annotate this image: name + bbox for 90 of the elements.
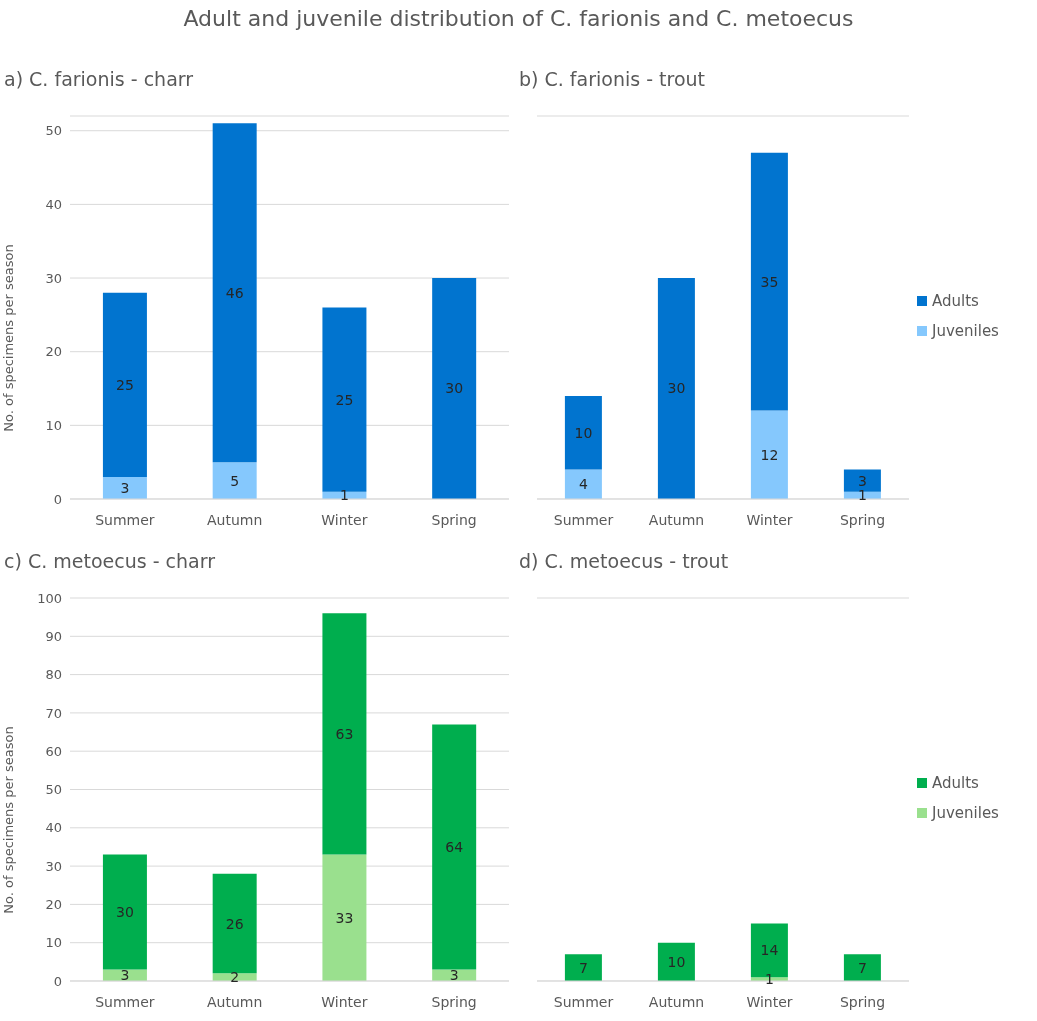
x-tick-label: Winter [321, 511, 368, 528]
data-label: 1 [857, 487, 867, 504]
data-label: 25 [116, 376, 134, 393]
bar [322, 307, 367, 492]
y-tick-label: 30 [45, 270, 62, 286]
data-label: 2 [230, 969, 240, 986]
data-label: 10 [667, 953, 686, 970]
x-tick-label: Winter [746, 993, 793, 1010]
data-label: 5 [230, 472, 240, 489]
data-label: 1 [339, 487, 349, 504]
y-tick-label: 10 [45, 417, 62, 433]
x-tick-label: Summer [95, 511, 155, 528]
y-tick-label: 50 [45, 782, 62, 798]
chart-title: d) C. metoecus - trout [519, 550, 729, 572]
data-label: 3 [449, 967, 459, 984]
data-label: 3 [120, 967, 130, 984]
data-label: 46 [225, 284, 244, 301]
data-label: 7 [578, 959, 588, 976]
x-tick-label: Autumn [648, 993, 705, 1010]
bar [322, 613, 367, 855]
bar [212, 123, 257, 463]
y-tick-label: 0 [53, 973, 62, 989]
y-tick-label: 20 [45, 897, 62, 913]
data-label: 33 [335, 909, 354, 926]
y-tick-label: 0 [53, 491, 62, 507]
bar [843, 469, 881, 492]
y-tick-label: 40 [45, 820, 62, 836]
bar [750, 410, 788, 499]
data-label: 7 [857, 959, 867, 976]
y-tick-label: 40 [45, 197, 62, 212]
data-label: 30 [116, 904, 134, 921]
bar [432, 724, 477, 970]
x-tick-label: Spring [839, 993, 886, 1010]
y-axis-title: No. of specimens per season [0, 244, 16, 432]
bar [657, 278, 695, 499]
y-tick-label: 20 [45, 344, 62, 360]
data-label: 10 [574, 424, 593, 441]
text: Adult and juvenile distribution of C. farionis and C. metoecus [182, 6, 855, 31]
legend-label: Juveniles [932, 321, 999, 340]
data-label: 64 [445, 838, 464, 855]
chart-title: c) C. metoecus - charr [4, 550, 215, 572]
y-tick-label: 80 [45, 667, 62, 683]
bar [564, 395, 602, 470]
x-tick-label: Autumn [206, 993, 263, 1010]
bar [564, 469, 602, 499]
data-label: 3 [857, 472, 867, 489]
data-label: 63 [335, 725, 354, 742]
data-label: 12 [760, 446, 779, 463]
legend-label: Juveniles [932, 803, 999, 822]
data-label: 35 [760, 273, 779, 290]
x-tick-label: Autumn [648, 511, 705, 528]
y-tick-label: 90 [45, 628, 62, 644]
y-axis-title: No. of specimens per season [0, 726, 16, 914]
data-label: 25 [335, 391, 354, 408]
data-label: 3 [120, 479, 130, 496]
x-tick-label: Summer [553, 511, 614, 528]
y-tick-label: 50 [45, 123, 62, 139]
chart-title: a) C. farionis - charr [4, 68, 194, 90]
data-label: 26 [225, 915, 244, 932]
bar [750, 152, 788, 411]
bar [564, 954, 602, 981]
y-tick-label: 70 [45, 705, 62, 721]
x-tick-label: Winter [321, 993, 368, 1010]
x-tick-label: Spring [431, 993, 477, 1010]
data-label: 14 [760, 942, 779, 959]
bar [102, 292, 147, 477]
data-label: 30 [445, 380, 464, 397]
legend-label: Adults [932, 291, 979, 310]
y-tick-label: 30 [45, 858, 62, 874]
x-tick-label: Spring [431, 511, 477, 528]
chart-title: b) C. farionis - trout [519, 68, 706, 90]
bar [657, 942, 695, 981]
bar [322, 854, 367, 981]
legend-label: Adults [932, 773, 979, 792]
bar [843, 954, 881, 981]
data-label: 4 [578, 476, 588, 493]
bar [102, 476, 147, 499]
bar [432, 278, 477, 499]
x-tick-label: Spring [839, 511, 886, 528]
y-tick-label: 10 [45, 935, 62, 951]
x-tick-label: Autumn [206, 511, 263, 528]
bar [212, 462, 257, 499]
bar [102, 854, 147, 970]
bar [212, 873, 257, 974]
y-tick-label: 60 [45, 743, 62, 759]
data-label: 30 [667, 380, 686, 397]
x-tick-label: Summer [95, 993, 155, 1010]
x-tick-label: Summer [553, 993, 614, 1010]
x-tick-label: Winter [746, 511, 793, 528]
y-tick-label: 100 [37, 590, 62, 606]
